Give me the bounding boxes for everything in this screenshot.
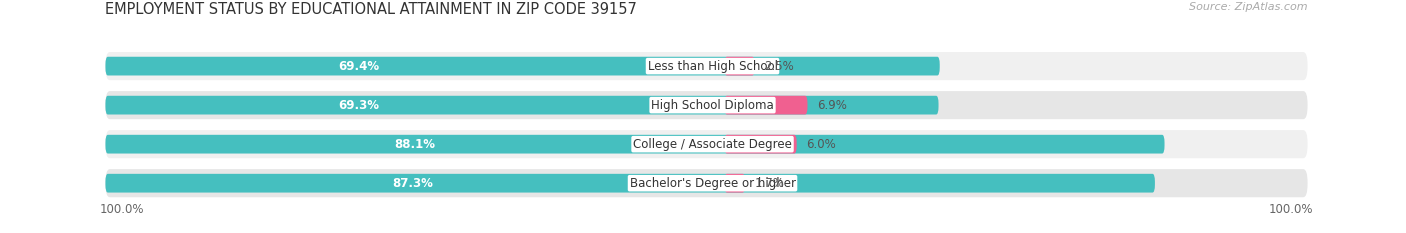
Text: Source: ZipAtlas.com: Source: ZipAtlas.com <box>1189 2 1308 12</box>
FancyBboxPatch shape <box>105 169 1308 197</box>
FancyBboxPatch shape <box>724 96 807 114</box>
FancyBboxPatch shape <box>105 96 939 114</box>
Text: High School Diploma: High School Diploma <box>651 99 773 112</box>
FancyBboxPatch shape <box>105 91 1308 119</box>
Text: 100.0%: 100.0% <box>100 203 143 216</box>
FancyBboxPatch shape <box>724 135 797 154</box>
FancyBboxPatch shape <box>105 130 1308 158</box>
Text: 6.0%: 6.0% <box>806 138 837 151</box>
Text: 88.1%: 88.1% <box>394 138 436 151</box>
Text: 69.4%: 69.4% <box>337 60 380 73</box>
Text: EMPLOYMENT STATUS BY EDUCATIONAL ATTAINMENT IN ZIP CODE 39157: EMPLOYMENT STATUS BY EDUCATIONAL ATTAINM… <box>105 2 637 17</box>
Text: 6.9%: 6.9% <box>817 99 846 112</box>
FancyBboxPatch shape <box>105 135 1164 154</box>
Text: 2.5%: 2.5% <box>765 60 794 73</box>
FancyBboxPatch shape <box>105 52 1308 80</box>
Text: 69.3%: 69.3% <box>337 99 378 112</box>
Text: Less than High School: Less than High School <box>648 60 778 73</box>
Text: 1.7%: 1.7% <box>755 177 785 190</box>
FancyBboxPatch shape <box>724 57 755 75</box>
Text: College / Associate Degree: College / Associate Degree <box>633 138 792 151</box>
FancyBboxPatch shape <box>105 57 939 75</box>
Text: Bachelor's Degree or higher: Bachelor's Degree or higher <box>630 177 796 190</box>
FancyBboxPatch shape <box>105 174 1154 192</box>
Text: 87.3%: 87.3% <box>392 177 433 190</box>
Text: 100.0%: 100.0% <box>1270 203 1313 216</box>
FancyBboxPatch shape <box>724 174 745 192</box>
